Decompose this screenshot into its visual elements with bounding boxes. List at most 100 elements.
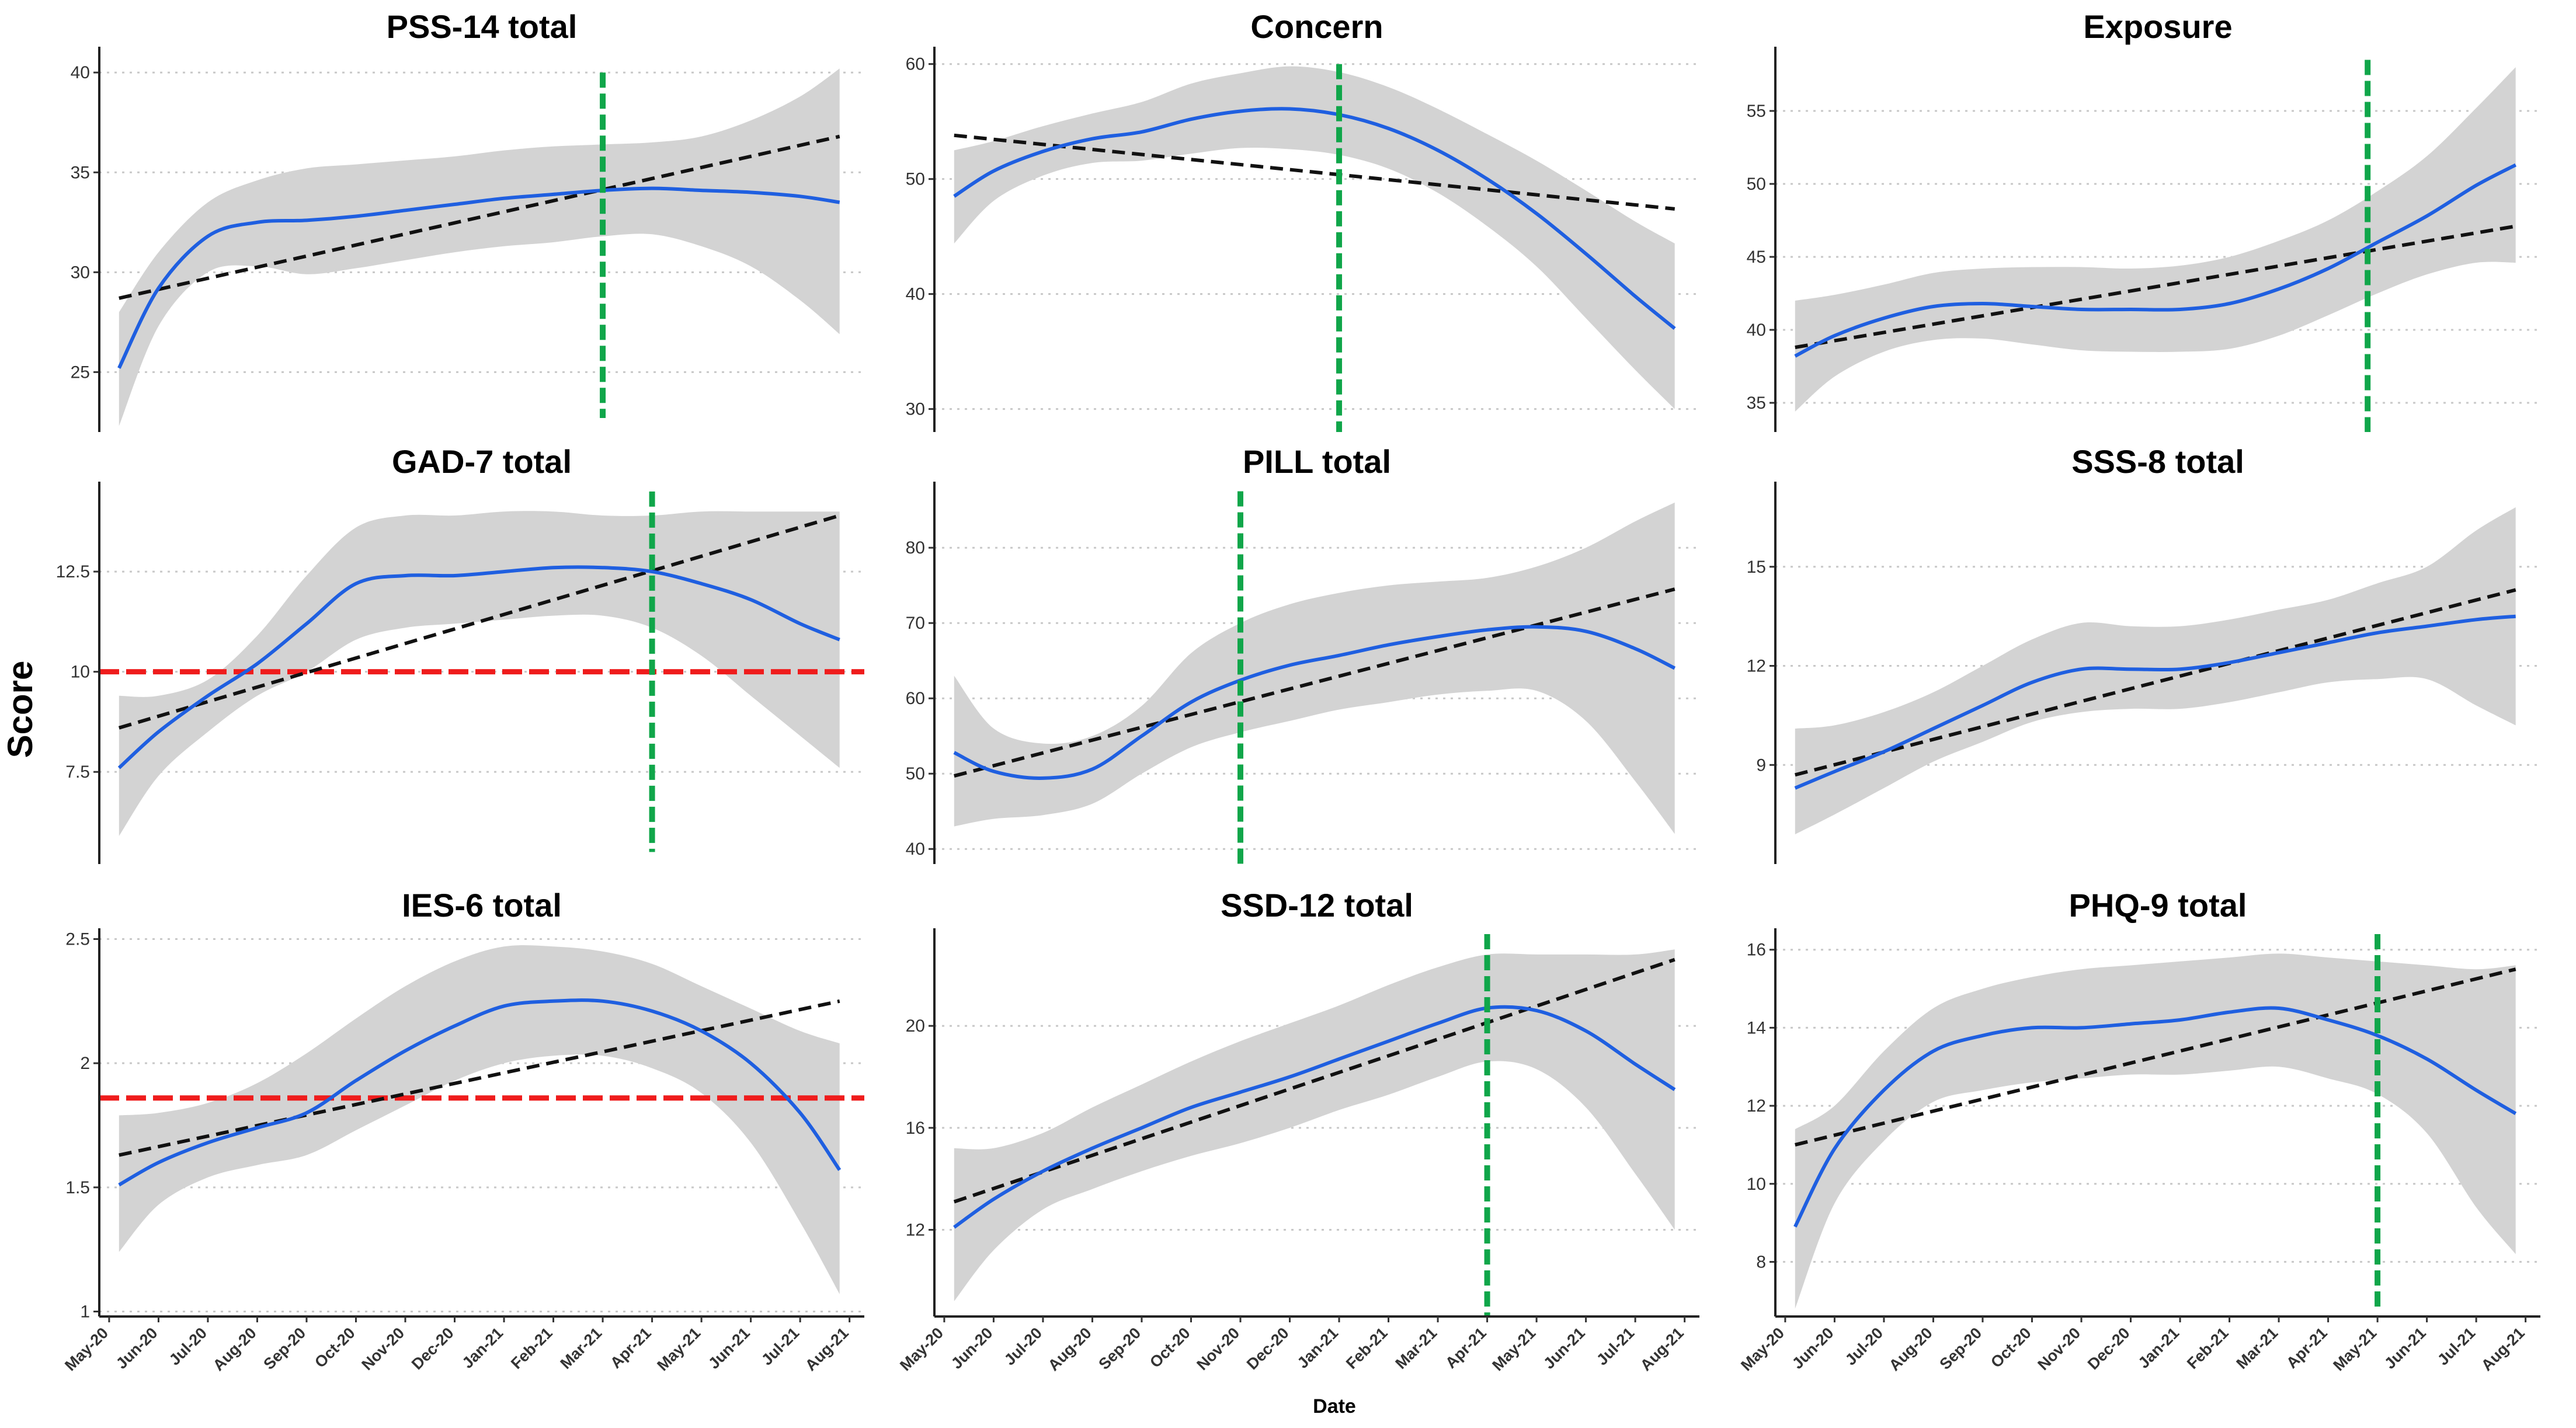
y-tick-label: 50: [1747, 175, 1766, 194]
x-tick-label: Jul-21: [758, 1324, 802, 1368]
linear-trend-line: [1795, 967, 2516, 1147]
x-tick-label: Oct-20: [1146, 1324, 1194, 1371]
y-tick-label: 12: [1747, 1096, 1766, 1116]
smooth-line: [1793, 1006, 2517, 1228]
y-tick-label: 7.5: [65, 762, 90, 782]
smooth-line: [118, 998, 842, 1187]
x-tick-label: May-20: [1737, 1324, 1788, 1374]
confidence-band: [1795, 67, 2516, 412]
x-tick-label: Sep-20: [260, 1324, 309, 1373]
y-tick-label: 40: [906, 840, 925, 859]
linear-trend-line: [953, 957, 1675, 1204]
y-tick-label: 55: [1747, 102, 1766, 121]
x-tick-label: Jan-21: [2135, 1324, 2183, 1372]
y-tick-label: 40: [1747, 321, 1766, 340]
chart-panel: GAD-7 total 7.5 10 12.5: [56, 443, 864, 864]
y-tick-label: 50: [906, 170, 925, 189]
x-tick-label: Oct-20: [311, 1324, 359, 1371]
linear-trend-line: [954, 133, 1675, 211]
x-tick-label: Aug-21: [802, 1324, 852, 1374]
y-tick-label: 10: [71, 663, 90, 682]
y-axis-title: Score: [1, 661, 40, 758]
x-tick-label: Jun-21: [2381, 1324, 2429, 1373]
x-tick-label: Aug-20: [1045, 1324, 1095, 1374]
confidence-band: [954, 949, 1675, 1301]
panel-title: Concern: [1250, 8, 1383, 45]
panel-title: SSD-12 total: [1221, 887, 1413, 924]
y-tick-label: 12.5: [56, 562, 90, 581]
smooth-line: [953, 1005, 1676, 1229]
panel-title: PILL total: [1243, 443, 1391, 480]
x-tick-label: Jul-21: [2434, 1324, 2478, 1368]
y-tick-label: 30: [906, 400, 925, 419]
x-tick-label: Jul-20: [1842, 1324, 1886, 1368]
x-tick-label: Sep-20: [1936, 1324, 1985, 1373]
x-tick-label: Nov-20: [2034, 1324, 2084, 1374]
linear-trend-line: [119, 134, 840, 300]
x-tick-label: Jun-20: [113, 1324, 161, 1373]
x-tick-label: Aug-21: [2478, 1324, 2528, 1374]
y-tick-label: 16: [1747, 941, 1766, 960]
panels-group: PSS-14 total 25 30 35 40 Concern 30 40 50 60 Expos…: [56, 8, 2540, 1374]
x-tick-label: Nov-20: [1193, 1324, 1243, 1374]
linear-trend-line: [954, 587, 1675, 778]
panel-title: Exposure: [2083, 8, 2232, 45]
y-tick-label: 2.5: [65, 930, 90, 949]
x-tick-label: Jan-21: [1294, 1324, 1342, 1372]
x-tick-label: Jul-20: [1001, 1324, 1045, 1368]
y-tick-label: 14: [1747, 1018, 1766, 1037]
chart-panel: PILL total 40 50 60 70 80: [906, 443, 1699, 864]
y-tick-label: 1.5: [65, 1178, 90, 1197]
confidence-band: [119, 945, 840, 1294]
x-tick-label: Apr-21: [607, 1324, 655, 1372]
y-tick-label: 35: [71, 163, 90, 182]
x-tick-label: Sep-20: [1095, 1324, 1144, 1373]
x-tick-label: Mar-21: [557, 1324, 606, 1373]
y-tick-label: 9: [1756, 755, 1766, 775]
x-tick-label: Apr-21: [2283, 1324, 2331, 1372]
y-tick-label: 50: [906, 764, 925, 783]
y-tick-label: 10: [1747, 1175, 1766, 1194]
y-tick-label: 1: [80, 1302, 90, 1321]
panel-title: GAD-7 total: [392, 443, 572, 480]
linear-trend-line: [1795, 588, 2516, 777]
y-tick-label: 15: [1747, 558, 1766, 577]
panel-title: PSS-14 total: [387, 8, 578, 45]
x-tick-label: Jul-20: [166, 1324, 210, 1368]
x-axis-title: Date: [1313, 1395, 1356, 1417]
panel-title: SSS-8 total: [2071, 443, 2244, 480]
x-tick-label: May-21: [653, 1324, 704, 1374]
x-tick-label: Jan-21: [459, 1324, 507, 1372]
y-tick-label: 12: [906, 1221, 925, 1240]
smooth-line: [1794, 163, 2517, 358]
y-tick-label: 2: [80, 1054, 90, 1073]
linear-trend-line: [119, 999, 840, 1157]
y-tick-label: 30: [71, 263, 90, 282]
smooth-line: [1794, 614, 2516, 790]
x-tick-label: May-21: [1489, 1324, 1539, 1374]
y-tick-label: 40: [71, 63, 90, 82]
x-tick-label: Mar-21: [1392, 1324, 1441, 1373]
y-tick-label: 60: [906, 689, 925, 708]
chart-panel: PSS-14 total 25 30 35 40: [71, 8, 864, 432]
y-tick-label: 20: [906, 1016, 925, 1036]
confidence-band: [119, 68, 840, 426]
x-tick-label: Dec-20: [2084, 1324, 2133, 1373]
x-tick-label: May-21: [2330, 1324, 2380, 1374]
x-tick-label: Jun-21: [1540, 1324, 1588, 1373]
x-tick-label: Aug-20: [210, 1324, 260, 1374]
x-tick-label: Jun-20: [1789, 1324, 1837, 1373]
panel-title: PHQ-9 total: [2069, 887, 2247, 924]
x-tick-label: May-20: [61, 1324, 112, 1374]
smooth-line: [953, 625, 1676, 780]
y-tick-label: 16: [906, 1119, 925, 1138]
y-tick-label: 25: [71, 363, 90, 382]
smooth-line: [117, 186, 840, 369]
x-tick-label: Mar-21: [2233, 1324, 2282, 1373]
chart-panel: Concern 30 40 50 60: [906, 8, 1699, 432]
x-tick-label: Feb-21: [1343, 1324, 1391, 1373]
x-tick-label: Jun-20: [948, 1324, 996, 1373]
